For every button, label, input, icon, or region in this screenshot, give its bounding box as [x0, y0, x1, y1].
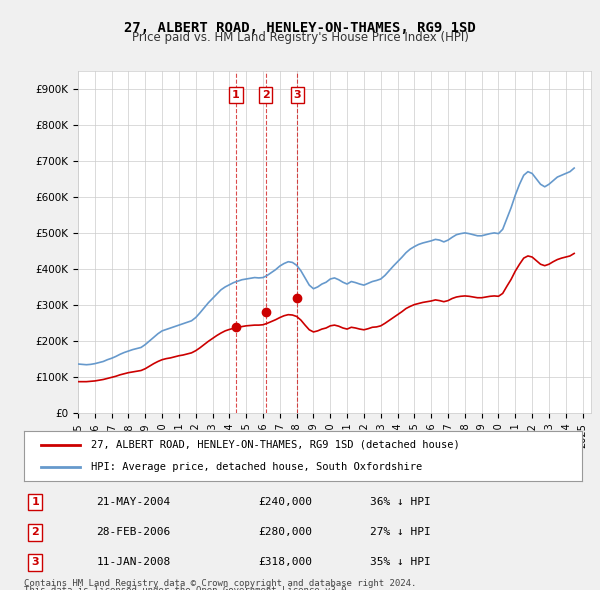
Text: £240,000: £240,000: [259, 497, 313, 507]
Text: 27% ↓ HPI: 27% ↓ HPI: [370, 527, 431, 537]
Text: 27, ALBERT ROAD, HENLEY-ON-THAMES, RG9 1SD: 27, ALBERT ROAD, HENLEY-ON-THAMES, RG9 1…: [124, 21, 476, 35]
Text: 2: 2: [31, 527, 39, 537]
Text: 27, ALBERT ROAD, HENLEY-ON-THAMES, RG9 1SD (detached house): 27, ALBERT ROAD, HENLEY-ON-THAMES, RG9 1…: [91, 440, 460, 450]
Text: 2: 2: [262, 90, 269, 100]
Text: Contains HM Land Registry data © Crown copyright and database right 2024.: Contains HM Land Registry data © Crown c…: [24, 579, 416, 588]
Text: 3: 3: [31, 558, 39, 568]
Text: £318,000: £318,000: [259, 558, 313, 568]
Text: 11-JAN-2008: 11-JAN-2008: [97, 558, 171, 568]
Text: 1: 1: [31, 497, 39, 507]
Text: 28-FEB-2006: 28-FEB-2006: [97, 527, 171, 537]
Text: 35% ↓ HPI: 35% ↓ HPI: [370, 558, 431, 568]
Text: Price paid vs. HM Land Registry's House Price Index (HPI): Price paid vs. HM Land Registry's House …: [131, 31, 469, 44]
Text: 21-MAY-2004: 21-MAY-2004: [97, 497, 171, 507]
Text: 36% ↓ HPI: 36% ↓ HPI: [370, 497, 431, 507]
Text: 3: 3: [293, 90, 301, 100]
Text: HPI: Average price, detached house, South Oxfordshire: HPI: Average price, detached house, Sout…: [91, 462, 422, 472]
Text: This data is licensed under the Open Government Licence v3.0.: This data is licensed under the Open Gov…: [24, 586, 352, 590]
Text: 1: 1: [232, 90, 240, 100]
Text: £280,000: £280,000: [259, 527, 313, 537]
